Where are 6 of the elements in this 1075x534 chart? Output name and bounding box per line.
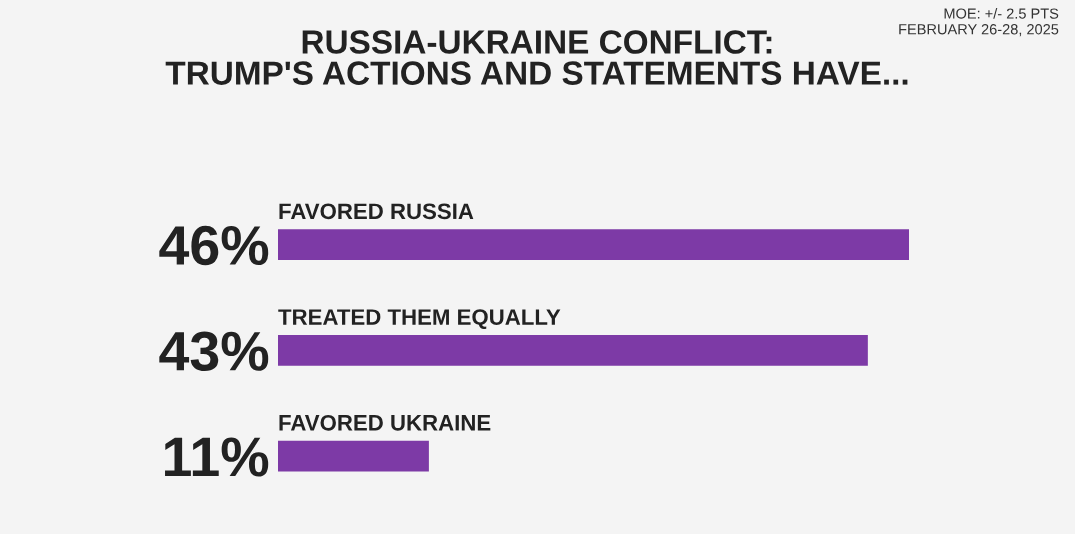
y-tick-label: FAVORED UKRAINE [279,414,491,431]
y-tick-label: TREATED THEM EQUALLY [278,309,561,330]
data-label: 46% [159,225,269,266]
y-tick-label: FAVORED RUSSIA [279,203,474,220]
data-label: 43% [159,331,269,371]
data-label: 11% [165,437,269,477]
